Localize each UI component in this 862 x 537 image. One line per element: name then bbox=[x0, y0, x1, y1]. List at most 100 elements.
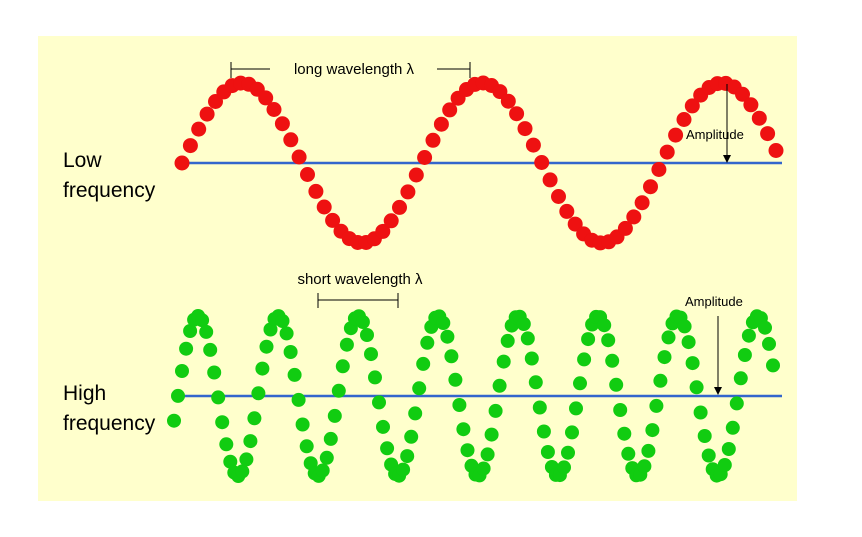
low-wave-dot bbox=[617, 220, 633, 236]
short-wavelength-marker: short wavelength λ bbox=[297, 271, 423, 308]
high-wave-dot bbox=[484, 427, 499, 442]
high-wave-dot bbox=[215, 415, 230, 430]
high-frequency-label-line2: frequency bbox=[63, 412, 156, 435]
high-wave-dot bbox=[412, 381, 427, 396]
high-wave-dot bbox=[685, 356, 700, 371]
high-wave-dot bbox=[400, 449, 415, 464]
high-amplitude-marker: Amplitude bbox=[685, 294, 743, 395]
high-wave-dot bbox=[323, 431, 338, 446]
high-wave-dot bbox=[235, 464, 250, 479]
high-wave-dot bbox=[661, 330, 676, 345]
high-wave-dot bbox=[315, 463, 330, 478]
low-wave-dot bbox=[651, 162, 667, 177]
high-wave-dot bbox=[480, 447, 495, 462]
high-wave-dot bbox=[500, 333, 515, 348]
high-wave-dot bbox=[167, 413, 181, 428]
high-wave-dot bbox=[460, 443, 475, 458]
high-amplitude-label: Amplitude bbox=[685, 294, 743, 309]
high-wave-dot bbox=[637, 459, 652, 474]
high-wave-dot bbox=[557, 460, 571, 475]
low-wave-dot bbox=[375, 223, 391, 239]
low-wave-dot bbox=[325, 212, 341, 228]
high-wave-dot bbox=[528, 375, 543, 390]
low-wave-dot bbox=[283, 132, 299, 148]
high-wave-dot bbox=[581, 332, 596, 347]
high-wave-dot bbox=[452, 398, 467, 412]
high-wave-dot bbox=[476, 461, 491, 476]
high-wave-dot bbox=[492, 378, 507, 393]
low-wave-dot bbox=[316, 199, 332, 215]
high-wave-dot bbox=[717, 458, 732, 472]
high-wave-dot bbox=[360, 328, 374, 342]
low-wave-dot bbox=[659, 144, 675, 160]
low-wave-dot bbox=[258, 90, 274, 106]
high-wave-dot bbox=[693, 405, 708, 420]
high-wave-dot bbox=[331, 383, 346, 398]
low-frequency-label-line1: Low bbox=[63, 149, 102, 172]
high-wave-dot bbox=[376, 419, 390, 434]
low-amplitude-marker: Amplitude bbox=[686, 84, 744, 163]
high-wave-dot bbox=[766, 358, 780, 373]
low-wave-dot bbox=[500, 93, 516, 109]
high-wave-dot bbox=[456, 422, 471, 437]
low-wave-dot bbox=[408, 167, 424, 183]
high-wave-dot bbox=[436, 316, 451, 330]
high-frequency-label-line1: High bbox=[63, 382, 106, 405]
low-wave-dot bbox=[559, 203, 575, 219]
low-wave-dot bbox=[768, 143, 784, 158]
high-wave-dot bbox=[327, 408, 342, 423]
high-wave-dot bbox=[239, 452, 254, 467]
high-wave-dot bbox=[729, 396, 744, 411]
high-wave-dot bbox=[283, 345, 298, 359]
high-wave-dot bbox=[339, 337, 354, 352]
low-wave-dot bbox=[425, 132, 441, 148]
high-wave-dot bbox=[247, 411, 262, 426]
high-wave-dot bbox=[609, 377, 624, 392]
low-wave-dot bbox=[291, 149, 307, 165]
high-wave-dot bbox=[259, 339, 274, 354]
high-wave-dot bbox=[291, 392, 306, 407]
low-wave-dot bbox=[392, 199, 407, 215]
high-wave-dot bbox=[569, 401, 583, 416]
high-wave-dot bbox=[657, 350, 672, 365]
low-wave-dot bbox=[684, 98, 700, 114]
high-wave-dot bbox=[219, 437, 234, 452]
high-wave-dot bbox=[617, 426, 632, 441]
high-wave-dot bbox=[179, 341, 194, 356]
high-wave-dot bbox=[295, 417, 310, 432]
high-wave-dot bbox=[561, 445, 575, 460]
low-wave-dot bbox=[174, 155, 190, 171]
high-wave-dot bbox=[223, 454, 238, 469]
low-wave-dot bbox=[643, 179, 658, 195]
high-wave-dot bbox=[649, 398, 664, 413]
high-wave-dot bbox=[653, 373, 668, 388]
high-wave-dots bbox=[167, 309, 780, 483]
low-wave-dot bbox=[300, 167, 315, 182]
high-wave-dot bbox=[701, 448, 716, 463]
high-wave-dot bbox=[524, 351, 539, 366]
low-wave-dot bbox=[199, 106, 215, 122]
high-wave-dot bbox=[532, 400, 547, 415]
high-wave-dot bbox=[605, 353, 620, 368]
low-wave-dot bbox=[383, 213, 399, 229]
high-wave-dot bbox=[758, 320, 772, 335]
high-wave-dot bbox=[741, 328, 756, 343]
high-frequency-wave bbox=[167, 309, 782, 483]
high-wave-dot bbox=[573, 376, 587, 391]
high-wave-dot bbox=[725, 420, 740, 435]
high-wave-dot bbox=[565, 425, 579, 440]
low-wave-dot bbox=[417, 150, 433, 165]
high-wave-dot bbox=[368, 370, 382, 385]
high-wave-dot bbox=[416, 356, 431, 371]
long-wavelength-label: long wavelength λ bbox=[294, 61, 415, 78]
high-wave-dot bbox=[601, 333, 616, 348]
low-amplitude-label: Amplitude bbox=[686, 127, 744, 142]
low-wave-dot bbox=[743, 97, 759, 113]
high-wave-dot bbox=[195, 313, 210, 328]
high-wave-dot bbox=[287, 367, 302, 382]
high-wave-dot bbox=[677, 319, 692, 334]
long-wavelength-marker: long wavelength λ bbox=[230, 61, 471, 78]
high-wave-dot bbox=[408, 406, 423, 421]
low-wave-dot bbox=[751, 110, 767, 126]
high-wave-dot bbox=[448, 372, 463, 387]
